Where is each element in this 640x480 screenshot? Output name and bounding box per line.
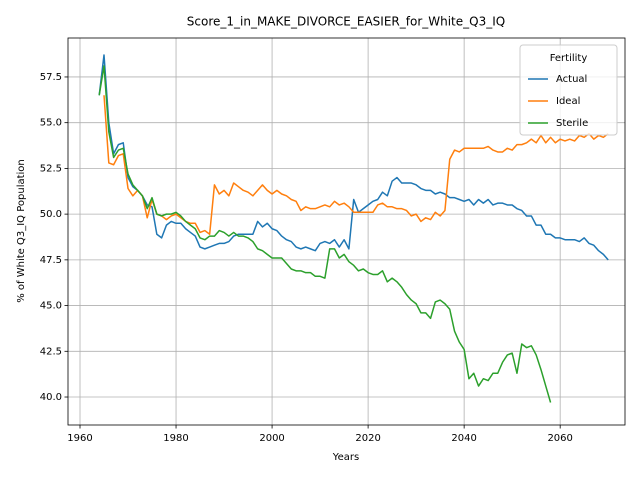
y-tick-label: 55.0 [40,118,62,129]
y-tick-label: 47.5 [40,255,62,266]
x-tick-label: 2020 [355,433,380,444]
legend-label: Sterile [556,118,588,129]
y-axis-label: % of White Q3_IQ Population [16,159,27,303]
line-series [98,54,609,261]
y-tick-label: 52.5 [40,163,62,174]
y-tick-label: 50.0 [40,209,62,220]
chart-title: Score_1_in_MAKE_DIVORCE_EASIER_for_White… [187,15,505,29]
legend-label: Ideal [556,96,580,107]
line-series [98,65,552,403]
y-tick-label: 42.5 [40,346,62,357]
legend-label: Actual [556,74,587,85]
x-tick-label: 2060 [547,433,572,444]
x-tick-label: 2040 [451,433,476,444]
legend-title: Fertility [550,53,588,64]
legend: Fertility Actual Ideal Sterile [519,44,618,136]
x-tick-label: 1960 [67,433,92,444]
plot-frame [67,37,626,426]
legend-box [519,44,618,136]
y-tick-label: 57.5 [40,72,62,83]
y-tick-label: 45.0 [40,301,62,312]
x-axis-label: Years [332,452,359,463]
y-tick-label: 40.0 [40,392,62,403]
x-tick-label: 2000 [259,433,284,444]
x-tick-label: 1980 [163,433,188,444]
